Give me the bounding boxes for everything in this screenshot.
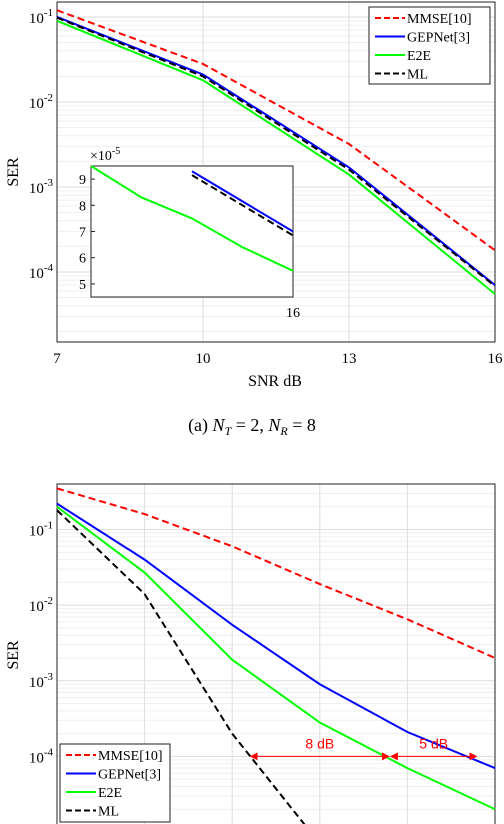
tick-exponent: -2 [44,595,53,607]
y-tick-label-2: 10-3 [29,671,54,691]
series-line-mmse-10- [56,487,496,659]
series-line-ml [56,16,496,287]
series-line-ml [56,509,306,824]
inset-series-line-ml [191,174,294,237]
x-tick-label: 16 [488,351,504,367]
legend-label: ML [98,805,119,820]
tick-exponent: -1 [44,7,53,19]
inset-multiplier-base: ×10 [90,149,112,164]
x-tick-label: 10 [196,351,211,367]
plot-frame [56,1,496,343]
legend-label: GEPNet[3] [407,31,470,46]
legend-label: ML [407,68,428,83]
series-line-e2e [56,505,496,811]
x-tick-label: 13 [342,351,357,367]
y-tick-label-0: 10-1 [29,7,53,27]
caption-part: N [212,415,226,435]
plot-frame [56,483,496,824]
tick-exponent: -4 [44,746,54,758]
legend-label: MMSE[10] [98,749,163,764]
annotation-label: 8 dB [305,735,334,751]
legend-label: MMSE[10] [407,12,472,27]
inset-y-tick-label: 9 [79,173,86,188]
y-tick-label-3: 10-4 [29,262,54,282]
tick-base: 10 [29,96,44,112]
tick-base: 10 [29,524,44,540]
series-line-e2e [56,19,496,295]
tick-base: 10 [29,675,44,691]
inset-series-line-e2e [90,165,294,272]
inset-multiplier-exponent: -5 [112,146,120,157]
caption-a: (a) NT = 2, NR = 8 [188,415,316,438]
y-tick-label-1: 10-2 [29,92,53,112]
tick-exponent: -4 [44,262,54,274]
y-tick-label-2: 10-3 [29,177,54,197]
caption-part: T [225,424,233,438]
series-line-mmse-10- [56,9,496,252]
inset-y-tick-label: 7 [79,226,86,241]
y-tick-label-0: 10-1 [29,520,53,540]
tick-base: 10 [29,11,44,27]
tick-base: 10 [29,266,44,282]
tick-base: 10 [29,599,44,615]
annotation-label: 5 dB [419,735,448,751]
y-axis-label: SER [5,157,22,187]
x-tick-label: 7 [53,351,61,367]
legend-label: E2E [98,786,122,801]
inset-y-tick-label: 8 [79,199,86,214]
inset-y-tick-label: 6 [79,252,86,267]
caption-part: R [279,424,288,438]
caption-part: (a) [188,415,212,436]
legend-label: GEPNet[3] [98,768,161,783]
tick-base: 10 [29,750,44,766]
inset-series-line-gepnet-3- [191,170,294,233]
tick-exponent: -2 [44,92,53,104]
series-line-gepnet-3- [56,16,496,286]
tick-exponent: -3 [44,177,54,189]
inset-y-tick-label: 5 [79,278,86,293]
tick-exponent: -1 [44,520,53,532]
y-axis-label: SER [5,640,22,670]
inset-multiplier: ×10-5 [90,146,120,164]
legend-box [368,6,491,85]
caption-part: N [267,415,281,435]
x-axis-label: SNR dB [248,373,302,390]
caption-part: = 2, [231,415,268,435]
y-tick-label-3: 10-4 [29,746,54,766]
y-tick-label-1: 10-2 [29,595,53,615]
caption-part: = 8 [288,415,316,435]
tick-exponent: -3 [44,671,54,683]
legend-label: E2E [407,49,431,64]
series-line-gepnet-3- [56,502,496,770]
inset-x-tick-label: 16 [286,306,300,321]
tick-base: 10 [29,181,44,197]
legend-box [59,743,171,823]
